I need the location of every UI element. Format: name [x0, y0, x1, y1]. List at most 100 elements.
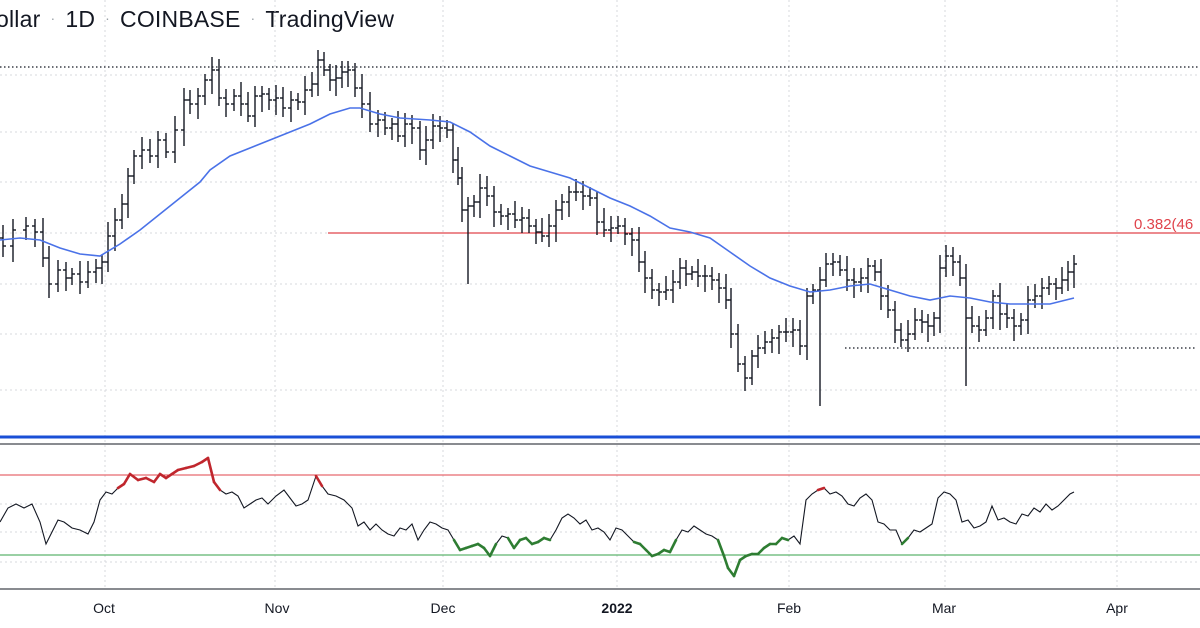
ohlc-bar — [735, 324, 741, 372]
ohlc-bar — [10, 219, 16, 262]
ohlc-bar — [937, 255, 943, 333]
oversold-segment — [524, 536, 534, 546]
ohlc-bar — [728, 288, 734, 348]
ohlc-bar — [851, 268, 857, 298]
ohlc-bar — [990, 290, 996, 329]
ohlc-bar — [925, 314, 931, 342]
ohlc-bar — [526, 209, 532, 233]
exchange-label: COINBASE — [120, 6, 241, 32]
ohlc-bar — [797, 320, 803, 355]
ohlc-bar — [450, 124, 456, 173]
ohlc-bar — [223, 89, 229, 117]
ohlc-bar — [395, 111, 401, 142]
ohlc-bar — [912, 308, 918, 340]
ohlc-bar — [919, 310, 925, 333]
ohlc-bar — [63, 262, 69, 291]
ohlc-bar — [950, 247, 956, 276]
ohlc-bar — [238, 82, 244, 116]
ohlc-bar — [32, 219, 38, 247]
ohlc-bar — [437, 116, 443, 142]
ohlc-bar — [683, 260, 689, 286]
ohlc-bar — [533, 219, 539, 244]
ohlc-bar — [302, 76, 308, 115]
moving-average — [0, 107, 1075, 305]
ohlc-bar — [823, 253, 829, 287]
ohlc-bar — [259, 86, 265, 112]
ohlc-bar — [465, 197, 471, 284]
ohlc-bar — [295, 93, 301, 110]
ohlc-bar — [629, 228, 635, 256]
ohlc-bar — [1071, 255, 1077, 288]
ohlc-bar — [455, 147, 461, 185]
ohlc-bar — [498, 204, 504, 225]
oversold-segment — [732, 558, 742, 578]
ohlc-bar — [872, 260, 878, 281]
ohlc-bar — [817, 267, 823, 406]
x-tick-label: Oct — [93, 600, 115, 616]
ohlc-bar — [573, 179, 579, 201]
overbought-segment — [212, 480, 222, 492]
oversold-segment — [726, 566, 736, 578]
ohlc-bar — [345, 61, 351, 87]
ohlc-bar — [1025, 286, 1031, 334]
x-tick-label: Nov — [265, 600, 290, 616]
oversold-segment — [756, 546, 766, 556]
ohlc-bar — [209, 57, 215, 94]
ohlc-bar — [546, 214, 552, 247]
x-tick-label: 2022 — [601, 600, 632, 616]
overbought-segment — [192, 460, 204, 468]
ohlc-bar — [656, 283, 662, 306]
platform-label: TradingView — [265, 6, 395, 32]
ohlc-bar — [459, 167, 465, 222]
ohlc-bar — [1004, 303, 1010, 328]
ohlc-bar — [202, 74, 208, 105]
ohlc-bar — [689, 266, 695, 280]
ohlc-bar — [105, 222, 111, 272]
oversold-segment — [542, 536, 552, 542]
ohlc-bar — [231, 89, 237, 111]
oversold-segment — [900, 536, 910, 546]
ohlc-bar — [155, 131, 161, 168]
x-tick-label: Mar — [932, 600, 956, 616]
ohlc-bar — [359, 74, 365, 118]
ohlc-bar — [790, 318, 796, 347]
ohlc-bar — [837, 255, 843, 276]
ohlc-bar — [273, 85, 279, 115]
ohlc-bars — [0, 50, 1077, 406]
ohlc-bar — [997, 283, 1003, 330]
title-separator: · — [50, 10, 56, 26]
ohlc-bar — [716, 273, 722, 303]
ohlc-bar — [417, 121, 423, 160]
ohlc-bar — [477, 174, 483, 218]
ohlc-bar — [636, 227, 642, 272]
ohlc-bar — [187, 90, 193, 114]
oscillator-panel — [0, 456, 1200, 578]
ohlc-bar — [865, 258, 871, 293]
moving-average-line — [0, 107, 1075, 305]
overbought-segment — [314, 474, 324, 488]
ohlc-bar — [147, 139, 153, 163]
ohlc-bar — [339, 61, 345, 88]
overbought-segment — [122, 472, 132, 486]
x-tick-label: Apr — [1106, 600, 1128, 616]
ohlc-bar — [327, 64, 333, 91]
ohlc-bar — [55, 260, 61, 292]
ohlc-bar — [622, 218, 628, 245]
ohlc-bar — [844, 256, 850, 291]
ohlc-bar — [315, 50, 321, 96]
ohlc-bar — [983, 310, 989, 336]
ohlc-bar — [163, 133, 169, 158]
x-axis: Oct Nov Dec 2022 Feb Mar Apr — [93, 600, 1128, 616]
ohlc-bar — [280, 87, 286, 117]
oversold-segment — [644, 548, 654, 558]
ohlc-bar — [40, 218, 46, 267]
ohlc-bar — [131, 150, 137, 184]
ohlc-bar — [709, 267, 715, 290]
symbol-fragment: ollar — [0, 6, 41, 32]
ohlc-bar — [85, 261, 91, 288]
oversold-segment — [452, 538, 462, 552]
ohlc-bar — [471, 195, 477, 217]
ohlc-bar — [216, 59, 222, 106]
ohlc-bar — [519, 207, 525, 233]
